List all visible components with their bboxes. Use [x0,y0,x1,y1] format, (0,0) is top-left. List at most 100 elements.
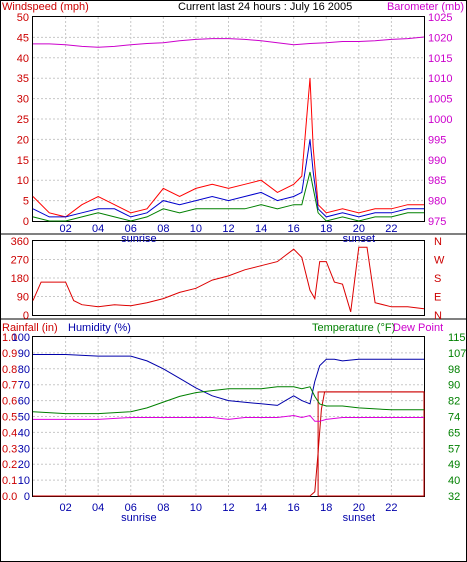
p1-x-tick-label: 22 [385,223,397,235]
temperature-tick-label: 115 [448,332,466,344]
rainfall-axis-title: Rainfall (in) [2,322,58,334]
temperature-tick-label: 98 [448,364,460,376]
rainfall-tick-label: 0.6 [2,396,17,408]
windspeed-tick-label: 50 [17,12,29,24]
barometer-tick-label: 1025 [428,12,452,24]
temperature-tick-label: 40 [448,475,460,487]
direction-compass-tick-label: N [434,310,442,322]
direction-compass-tick-label: W [434,255,445,267]
rainfall-tick-label: 1.0 [2,332,17,344]
p1-x-tick-label: 14 [255,223,267,235]
rainfall-tick-label: 0.1 [2,475,17,487]
direction-degrees-tick-label: 180 [11,273,29,285]
p1-x-tick-label: 16 [288,223,300,235]
wind-low-line [32,171,424,222]
wind-average-line [32,139,424,218]
windspeed-tick-label: 45 [17,32,29,44]
temperature-line [32,386,424,415]
p1-x-tick-label: 06 [125,223,137,235]
p3-x-tick-label: 02 [59,502,71,514]
p3-x-tick-label: 04 [92,502,104,514]
humidity-tick-label: 80 [18,364,30,376]
rainfall-tick-label: 0.8 [2,364,17,376]
rainfall-tick-label: 0.3 [2,443,17,455]
p3-x-tick-label: 22 [385,502,397,514]
wind-direction-line [32,246,425,313]
windspeed-tick-label: 10 [17,175,29,187]
humidity-tick-label: 90 [18,348,30,360]
p1-x-tick-label: 08 [157,223,169,235]
p3-sunset-label: sunset [343,512,375,524]
rainfall-tick-label: 0.7 [2,380,17,392]
barometer-tick-label: 995 [428,134,446,146]
temperature-tick-label: 107 [448,348,466,360]
barometer-tick-label: 975 [428,216,446,228]
humidity-tick-label: 70 [18,380,30,392]
temperature-tick-label: 32 [448,491,460,503]
wind-baro-plot-area [32,16,425,222]
p1-x-tick-label: 18 [320,223,332,235]
p3-x-tick-label: 14 [255,502,267,514]
temperature-tick-label: 90 [448,380,460,392]
barometer-tick-label: 1000 [428,114,452,126]
barometer-tick-label: 985 [428,175,446,187]
windspeed-tick-label: 5 [23,196,29,208]
windspeed-tick-label: 0 [23,216,29,228]
p3-x-tick-label: 10 [190,502,202,514]
humidity-axis-title: Humidity (%) [68,322,131,334]
p1-x-tick-label: 10 [190,223,202,235]
barometer-tick-label: 1005 [428,94,452,106]
windspeed-tick-label: 25 [17,114,29,126]
wind-baro-chart: 0510152025303540455097598098599099510001… [17,12,453,245]
p3-x-tick-label: 18 [320,502,332,514]
p1-sunrise-label: sunrise [121,233,156,245]
p3-sunrise-label: sunrise [121,512,156,524]
dew-point-line [33,414,424,422]
barometer-tick-label: 990 [428,155,446,167]
direction-degrees-tick-label: 90 [17,292,29,304]
dewpoint-axis-title: Dew Point [393,322,443,334]
humidity-tick-label: 30 [18,443,30,455]
page-title: Current last 24 hours : July 16 2005 [178,1,352,13]
p3-x-tick-label: 06 [125,502,137,514]
windspeed-tick-label: 15 [17,155,29,167]
p3-x-tick-label: 20 [353,502,365,514]
p3-x-tick-label: 12 [222,502,234,514]
direction-degrees-tick-label: 0 [23,310,29,322]
humidity-tick-label: 10 [18,475,30,487]
wind-direction-plot-area [32,240,425,316]
wind-gust-line [32,78,424,218]
p1-x-tick-label: 04 [92,223,104,235]
p1-x-tick-label: 20 [353,223,365,235]
rainfall-tick-label: 0.2 [2,459,17,471]
temperature-axis-title: Temperature (°F) [312,322,395,334]
rainfall-line [33,391,424,497]
temperature-tick-label: 82 [448,396,460,408]
direction-compass-tick-label: S [434,273,441,285]
p1-x-tick-label: 02 [59,223,71,235]
windspeed-tick-label: 30 [17,94,29,106]
barometer-line [33,36,425,48]
humidity-tick-label: 50 [18,412,30,424]
humidity-line [33,354,424,406]
windspeed-tick-label: 40 [17,53,29,65]
windspeed-axis-title: Windspeed (mph) [2,1,89,13]
windspeed-tick-label: 20 [17,134,29,146]
direction-compass-tick-label: E [434,292,441,304]
rain-humidity-temp-chart: 0.0 0.1 0.2 0.3 0.4 0.5 0.6 0.7 0.8 0.9 1.0 0 10 20 30… [2,332,466,524]
temperature-tick-label: 65 [448,427,460,439]
rainfall-box [317,391,425,497]
humidity-tick-label: 40 [18,427,30,439]
p1-x-tick-label: 12 [222,223,234,235]
humidity-tick-label: 0 [24,491,30,503]
windspeed-tick-label: 35 [17,73,29,85]
barometer-axis-title: Barometer (mb) [387,1,464,13]
barometer-tick-label: 1020 [428,32,452,44]
p1-sunset-label: sunset [343,233,375,245]
rainfall-tick-label: 0.0 [2,491,17,503]
barometer-tick-label: 1015 [428,53,452,65]
